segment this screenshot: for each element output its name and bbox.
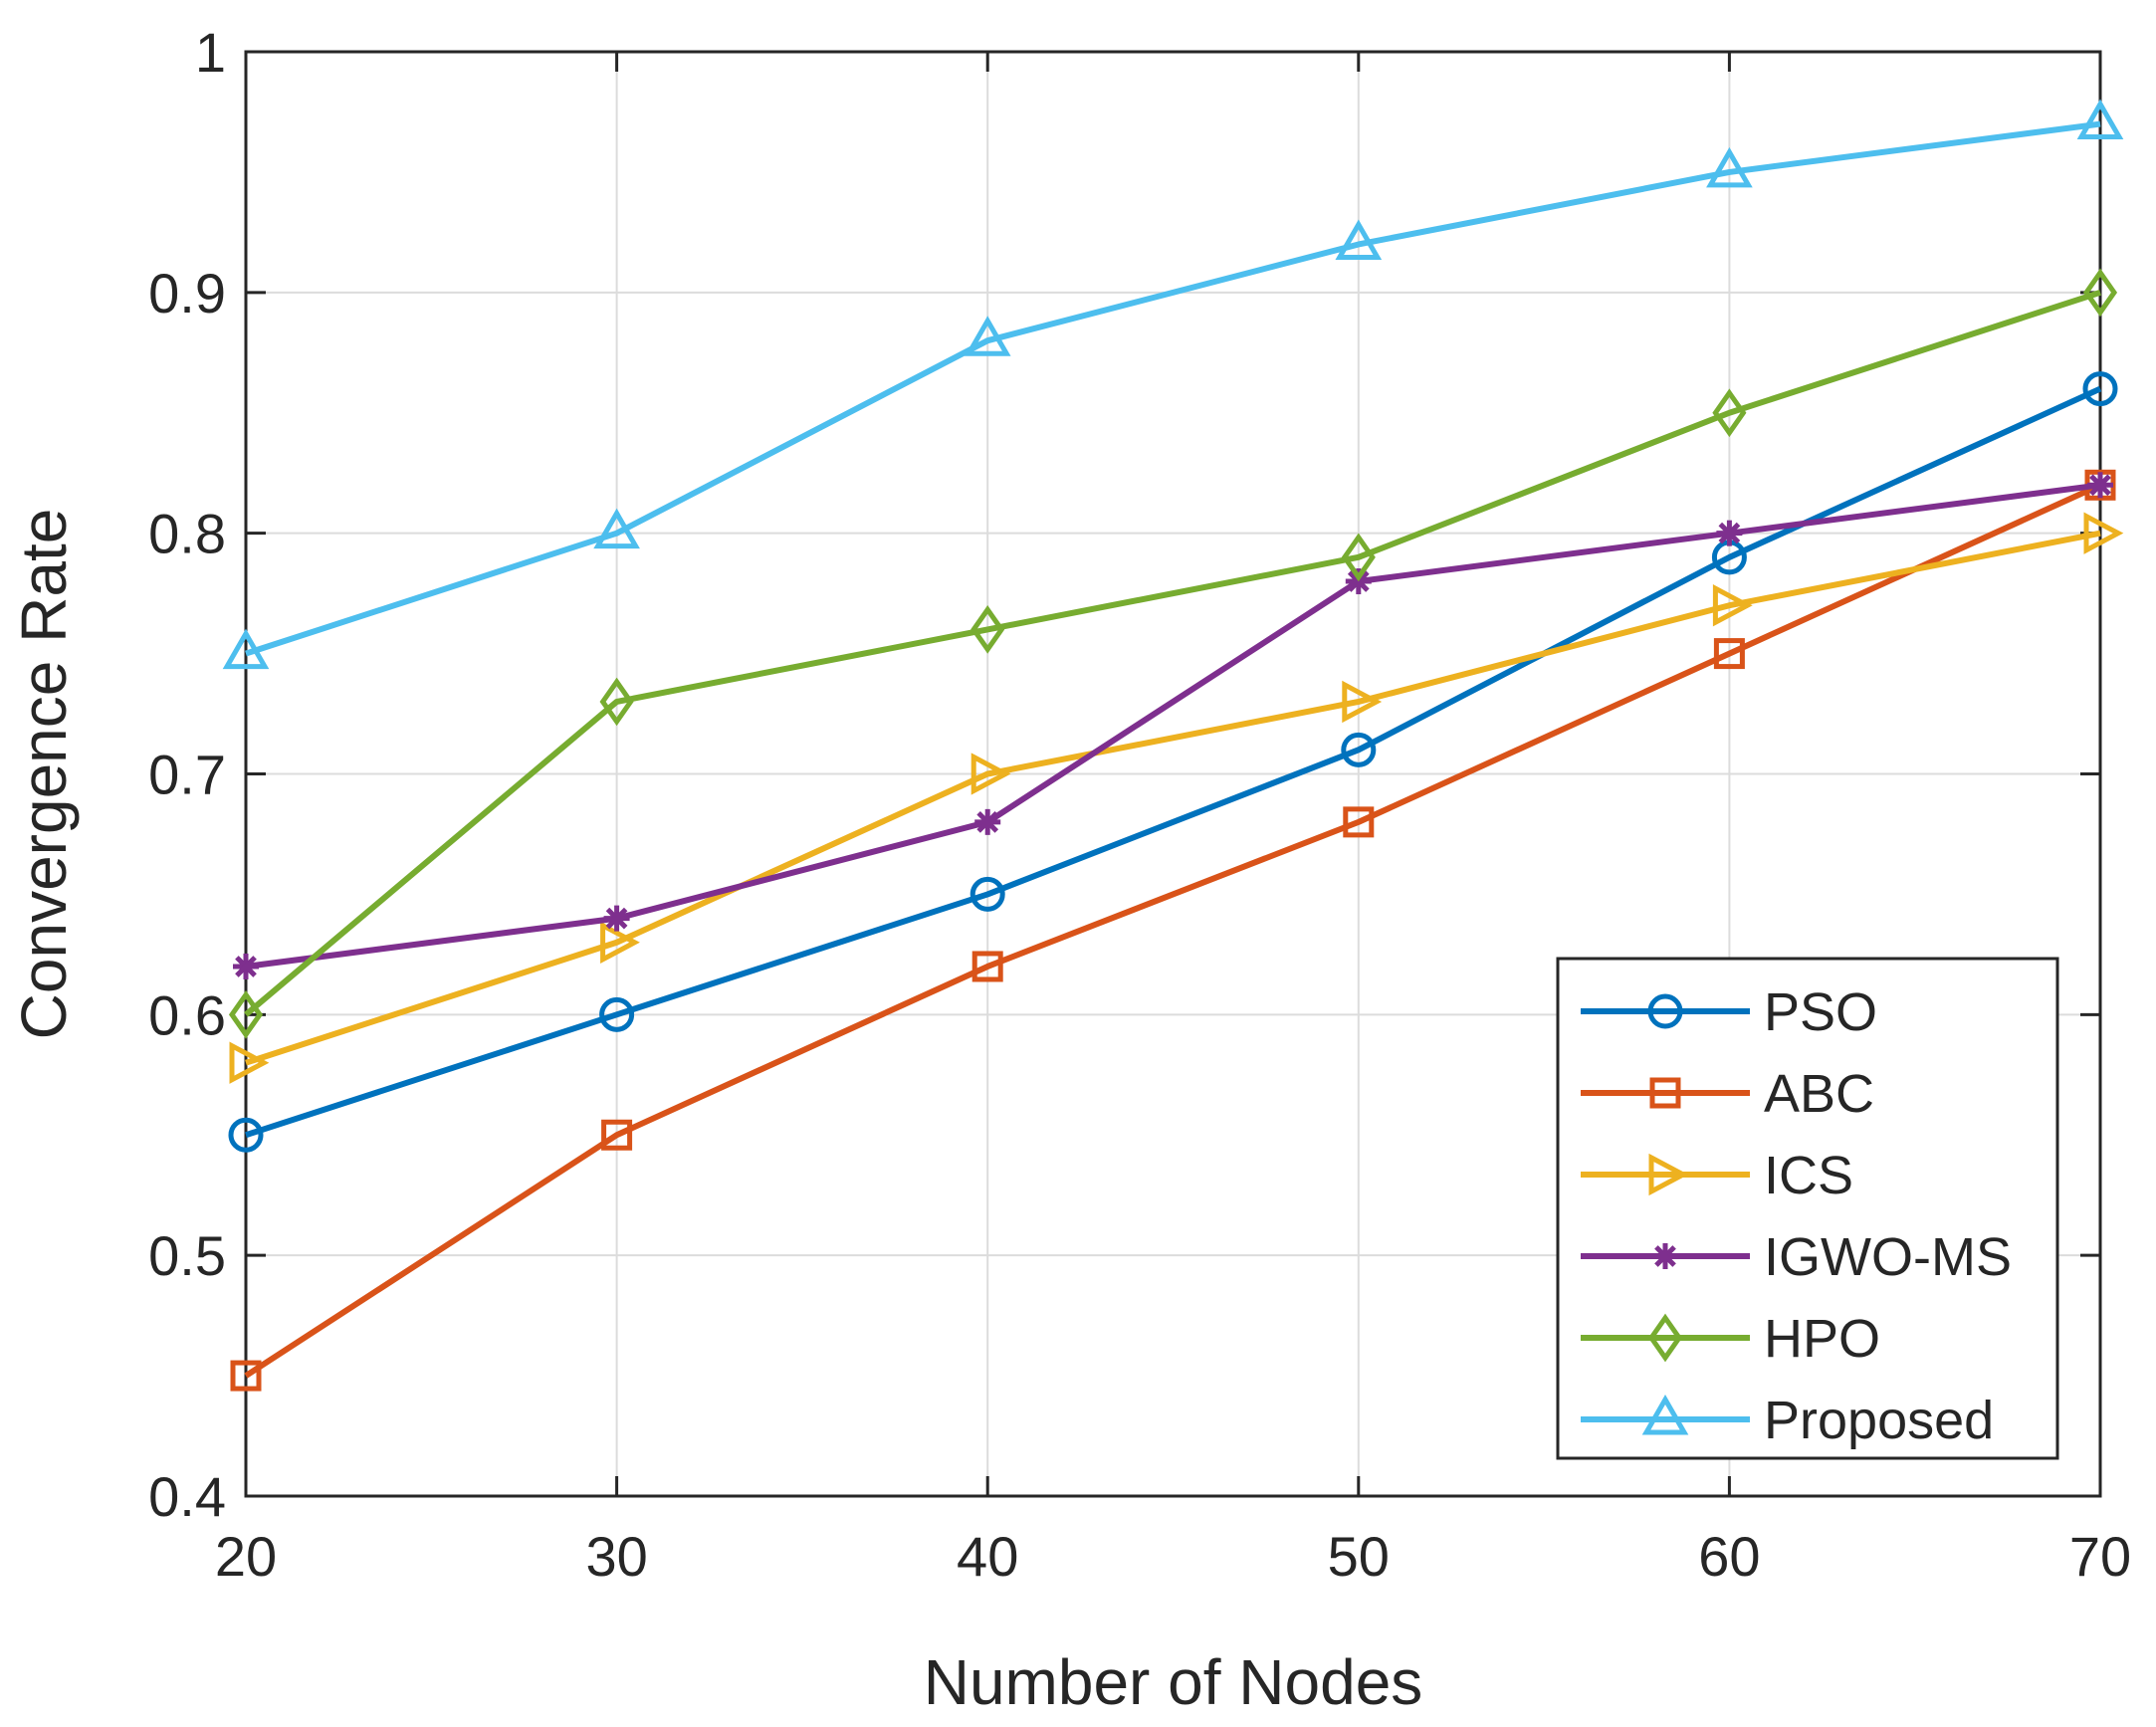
data-point-hpo [228, 989, 264, 1039]
data-point-proposed [1706, 146, 1753, 188]
data-point-proposed [1335, 219, 1383, 260]
data-point-hpo [2082, 268, 2118, 318]
legend-label-abc: ABC [1764, 1064, 1874, 1124]
asterisk-stroke [976, 810, 999, 833]
data-point-hpo [1341, 533, 1376, 582]
axis-labels: Number of Nodes Convergence Rate [8, 509, 1422, 1718]
legend-marker-abc [1649, 1077, 1681, 1109]
data-point-abc [1713, 638, 1745, 670]
legend-label-igwo-ms: IGWO-MS [1764, 1227, 2012, 1287]
data-point-hpo [599, 677, 634, 727]
y-tick-label: 0.8 [148, 503, 226, 565]
y-tick-label: 1 [195, 21, 226, 84]
legend-marker-proposed [1641, 1394, 1689, 1435]
series-pso [228, 371, 2118, 1153]
y-tick-label: 0.9 [148, 262, 226, 324]
y-tick-label: 0.4 [148, 1465, 226, 1528]
legend-item-pso: PSO [1581, 982, 1877, 1042]
series-line-ics [245, 530, 2101, 1066]
y-tick-label: 0.7 [148, 744, 226, 806]
x-tick-label: 30 [585, 1525, 647, 1588]
series-igwo-ms [233, 472, 2113, 979]
data-point-ics [1342, 680, 1383, 724]
asterisk-stroke [1654, 1245, 1676, 1267]
asterisk-stroke [1718, 522, 1741, 544]
legend-label-proposed: Proposed [1764, 1391, 1994, 1450]
legend-marker-pso [1647, 993, 1683, 1029]
y-axis-label: Convergence Rate [8, 509, 80, 1040]
series-ics [229, 512, 2124, 1084]
data-point-abc [601, 1119, 633, 1151]
data-point-abc [971, 951, 1003, 982]
series-line-abc [244, 482, 2102, 1379]
legend-item-ics: ICS [1581, 1146, 1853, 1205]
data-point-ics [2083, 512, 2124, 554]
axes: 20 30 40 50 60 70 0.4 0.5 0.6 0.7 0.8 0.9 1 [148, 21, 2131, 1588]
series-line-pso [245, 385, 2102, 1139]
x-tick-label: 60 [1698, 1525, 1760, 1588]
data-point-pso [2082, 371, 2118, 407]
asterisk-stroke [2089, 474, 2111, 497]
x-tick-label: 70 [2069, 1525, 2131, 1588]
legend-item-abc: ABC [1581, 1064, 1874, 1124]
x-tick-label: 20 [215, 1525, 277, 1588]
legend-marker-igwo-ms [1652, 1243, 1678, 1269]
data-point-ics [600, 921, 640, 964]
series-line-igwo-ms [245, 482, 2101, 970]
data-point-igwo-ms [233, 953, 259, 979]
series-line-hpo [244, 289, 2101, 1017]
legend-item-hpo: HPO [1581, 1309, 1880, 1369]
legend-label-hpo: HPO [1764, 1309, 1880, 1369]
x-tick-label: 50 [1328, 1525, 1390, 1588]
legend-box [1556, 957, 2059, 1460]
data-point-pso [1341, 732, 1377, 767]
x-tick-label: 40 [957, 1525, 1018, 1588]
legend-label-ics: ICS [1764, 1146, 1853, 1205]
data-point-proposed [222, 628, 270, 670]
data-point-pso [970, 876, 1005, 912]
data-point-proposed [964, 316, 1011, 356]
legend: PSO ABC ICS IGWO-MS HPO Proposed [1556, 957, 2059, 1460]
data-point-ics [229, 1041, 270, 1084]
data-point-hpo [1712, 388, 1747, 438]
y-tick-label: 0.6 [148, 983, 226, 1046]
data-point-proposed [2076, 99, 2124, 140]
y-tick-label: 0.5 [148, 1224, 226, 1287]
asterisk-stroke [605, 907, 628, 930]
data-point-ics [970, 753, 1011, 795]
data-point-igwo-ms [603, 905, 630, 932]
legend-label-pso: PSO [1764, 982, 1877, 1042]
data-point-igwo-ms [974, 808, 1001, 835]
legend-marker-ics [1648, 1153, 1689, 1196]
legend-marker-hpo [1647, 1313, 1683, 1363]
legend-item-proposed: Proposed [1581, 1391, 1994, 1450]
data-point-igwo-ms [1716, 520, 1743, 546]
x-axis-label: Number of Nodes [924, 1646, 1423, 1718]
series-hpo [228, 268, 2118, 1039]
data-point-ics [1712, 584, 1753, 627]
data-point-proposed [593, 508, 640, 549]
asterisk-stroke [235, 956, 257, 977]
series-abc [230, 469, 2116, 1392]
data-point-igwo-ms [2087, 472, 2113, 499]
series-group [222, 99, 2124, 1392]
data-point-pso [599, 996, 635, 1032]
series-line-proposed [245, 120, 2101, 657]
series-proposed [222, 99, 2124, 670]
data-point-abc [230, 1360, 262, 1392]
data-point-pso [228, 1117, 264, 1153]
legend-item-igwo-ms: IGWO-MS [1581, 1227, 2012, 1287]
data-point-abc [1343, 806, 1375, 838]
data-point-hpo [970, 605, 1005, 654]
